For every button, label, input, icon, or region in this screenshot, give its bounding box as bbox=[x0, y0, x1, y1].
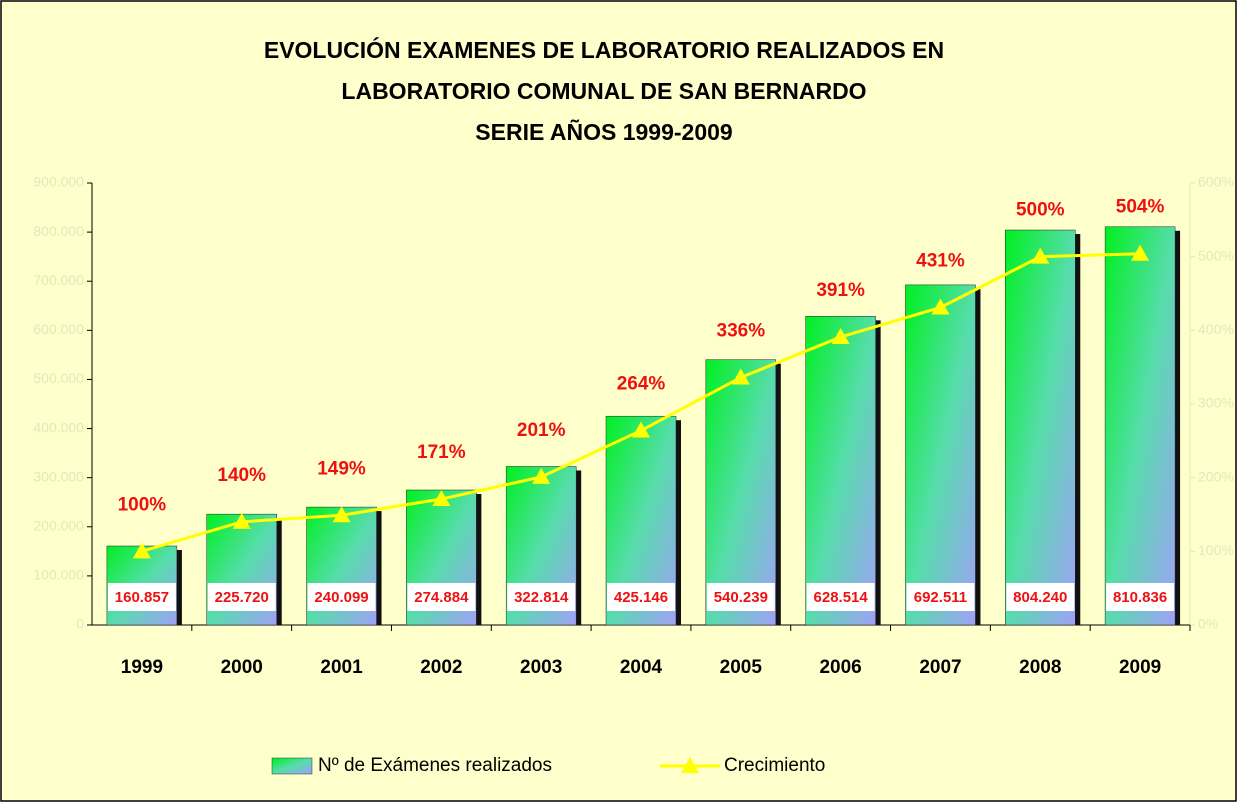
line-marker bbox=[532, 467, 551, 484]
line-marker bbox=[931, 298, 950, 315]
line-marker bbox=[132, 542, 151, 559]
data-label: 100% bbox=[118, 494, 167, 515]
line-marker bbox=[232, 512, 251, 529]
y-tick-label: 200.000 bbox=[33, 517, 84, 533]
y-tick-label: 800.000 bbox=[33, 223, 84, 239]
data-label-box bbox=[307, 583, 376, 611]
y-tick-label: 0 bbox=[76, 616, 84, 632]
data-label: 149% bbox=[317, 458, 366, 479]
data-label-box bbox=[1006, 583, 1075, 611]
bar bbox=[705, 359, 777, 626]
chart-title: SERIE AÑOS 1999-2009 bbox=[475, 118, 732, 145]
data-label: 322.814 bbox=[514, 589, 569, 606]
line-marker bbox=[731, 368, 750, 385]
legend-label: Nº de Exámenes realizados bbox=[318, 755, 552, 776]
bar bbox=[1005, 229, 1076, 626]
line-marker bbox=[1131, 244, 1150, 261]
data-label: 240.099 bbox=[314, 589, 368, 606]
y2-tick-label: 300% bbox=[1198, 395, 1234, 411]
y-tick-label: 500.000 bbox=[33, 370, 84, 386]
y-tick-label: 700.000 bbox=[33, 272, 84, 288]
y2-tick-label: 400% bbox=[1198, 321, 1234, 337]
data-label: 225.720 bbox=[215, 589, 269, 606]
data-label: 201% bbox=[517, 420, 566, 441]
x-tick-label: 2009 bbox=[1119, 657, 1161, 678]
y-tick-label: 900.000 bbox=[33, 174, 84, 190]
x-tick-label: 2005 bbox=[720, 657, 763, 678]
line-marker bbox=[332, 506, 351, 523]
data-label: 160.857 bbox=[115, 589, 169, 606]
x-tick-label: 2002 bbox=[420, 657, 462, 678]
data-label: 171% bbox=[417, 442, 466, 463]
data-label: 810.836 bbox=[1113, 589, 1167, 606]
data-label-box bbox=[806, 583, 875, 611]
y2-tick-label: 600% bbox=[1198, 174, 1234, 190]
data-label-box bbox=[507, 583, 576, 611]
legend-label: Crecimiento bbox=[724, 755, 825, 776]
x-tick-label: 2007 bbox=[919, 657, 961, 678]
y-tick-label: 600.000 bbox=[33, 321, 84, 337]
y2-tick-label: 500% bbox=[1198, 247, 1234, 263]
data-label: 692.511 bbox=[914, 589, 967, 606]
data-label-box bbox=[407, 583, 476, 611]
x-tick-label: 2008 bbox=[1019, 657, 1061, 678]
chart-title: LABORATORIO COMUNAL DE SAN BERNARDO bbox=[341, 78, 866, 104]
data-label-box bbox=[107, 583, 176, 611]
chart-title: EVOLUCIÓN EXAMENES DE LABORATORIO REALIZ… bbox=[264, 36, 944, 63]
legend-swatch bbox=[271, 757, 313, 775]
x-tick-label: 1999 bbox=[121, 657, 163, 678]
data-label: 500% bbox=[1016, 200, 1065, 221]
data-label: 540.239 bbox=[714, 589, 768, 606]
data-label: 264% bbox=[617, 374, 666, 395]
data-label: 804.240 bbox=[1013, 589, 1067, 606]
data-label: 431% bbox=[916, 251, 965, 272]
y-tick-label: 400.000 bbox=[33, 419, 84, 435]
y2-tick-label: 200% bbox=[1198, 468, 1234, 484]
y2-tick-label: 100% bbox=[1198, 542, 1234, 558]
bar bbox=[805, 316, 876, 626]
data-label: 628.514 bbox=[814, 589, 869, 606]
data-label: 336% bbox=[717, 320, 766, 341]
y-tick-label: 100.000 bbox=[33, 567, 84, 583]
data-label: 140% bbox=[217, 465, 266, 486]
line-marker bbox=[432, 490, 451, 507]
data-label-box bbox=[1106, 583, 1175, 611]
x-tick-label: 2001 bbox=[320, 657, 363, 678]
y2-tick-label: 0% bbox=[1198, 616, 1218, 632]
x-tick-label: 2004 bbox=[620, 657, 663, 678]
data-label-box bbox=[207, 583, 276, 611]
x-tick-label: 2003 bbox=[520, 657, 562, 678]
data-label: 274.884 bbox=[414, 589, 469, 606]
line-marker bbox=[1031, 247, 1050, 264]
bar bbox=[905, 284, 976, 626]
data-label: 425.146 bbox=[614, 589, 668, 606]
data-label-box bbox=[706, 583, 775, 611]
data-label-box bbox=[906, 583, 975, 611]
data-label-box bbox=[607, 583, 675, 611]
x-tick-label: 2000 bbox=[221, 657, 263, 678]
data-label: 391% bbox=[816, 280, 865, 301]
line-marker bbox=[831, 327, 850, 344]
line-marker bbox=[632, 421, 650, 438]
x-tick-label: 2006 bbox=[819, 657, 861, 678]
legend-marker bbox=[681, 757, 699, 773]
data-label: 504% bbox=[1116, 197, 1165, 218]
bar bbox=[1104, 226, 1176, 626]
y-tick-label: 300.000 bbox=[33, 468, 84, 484]
